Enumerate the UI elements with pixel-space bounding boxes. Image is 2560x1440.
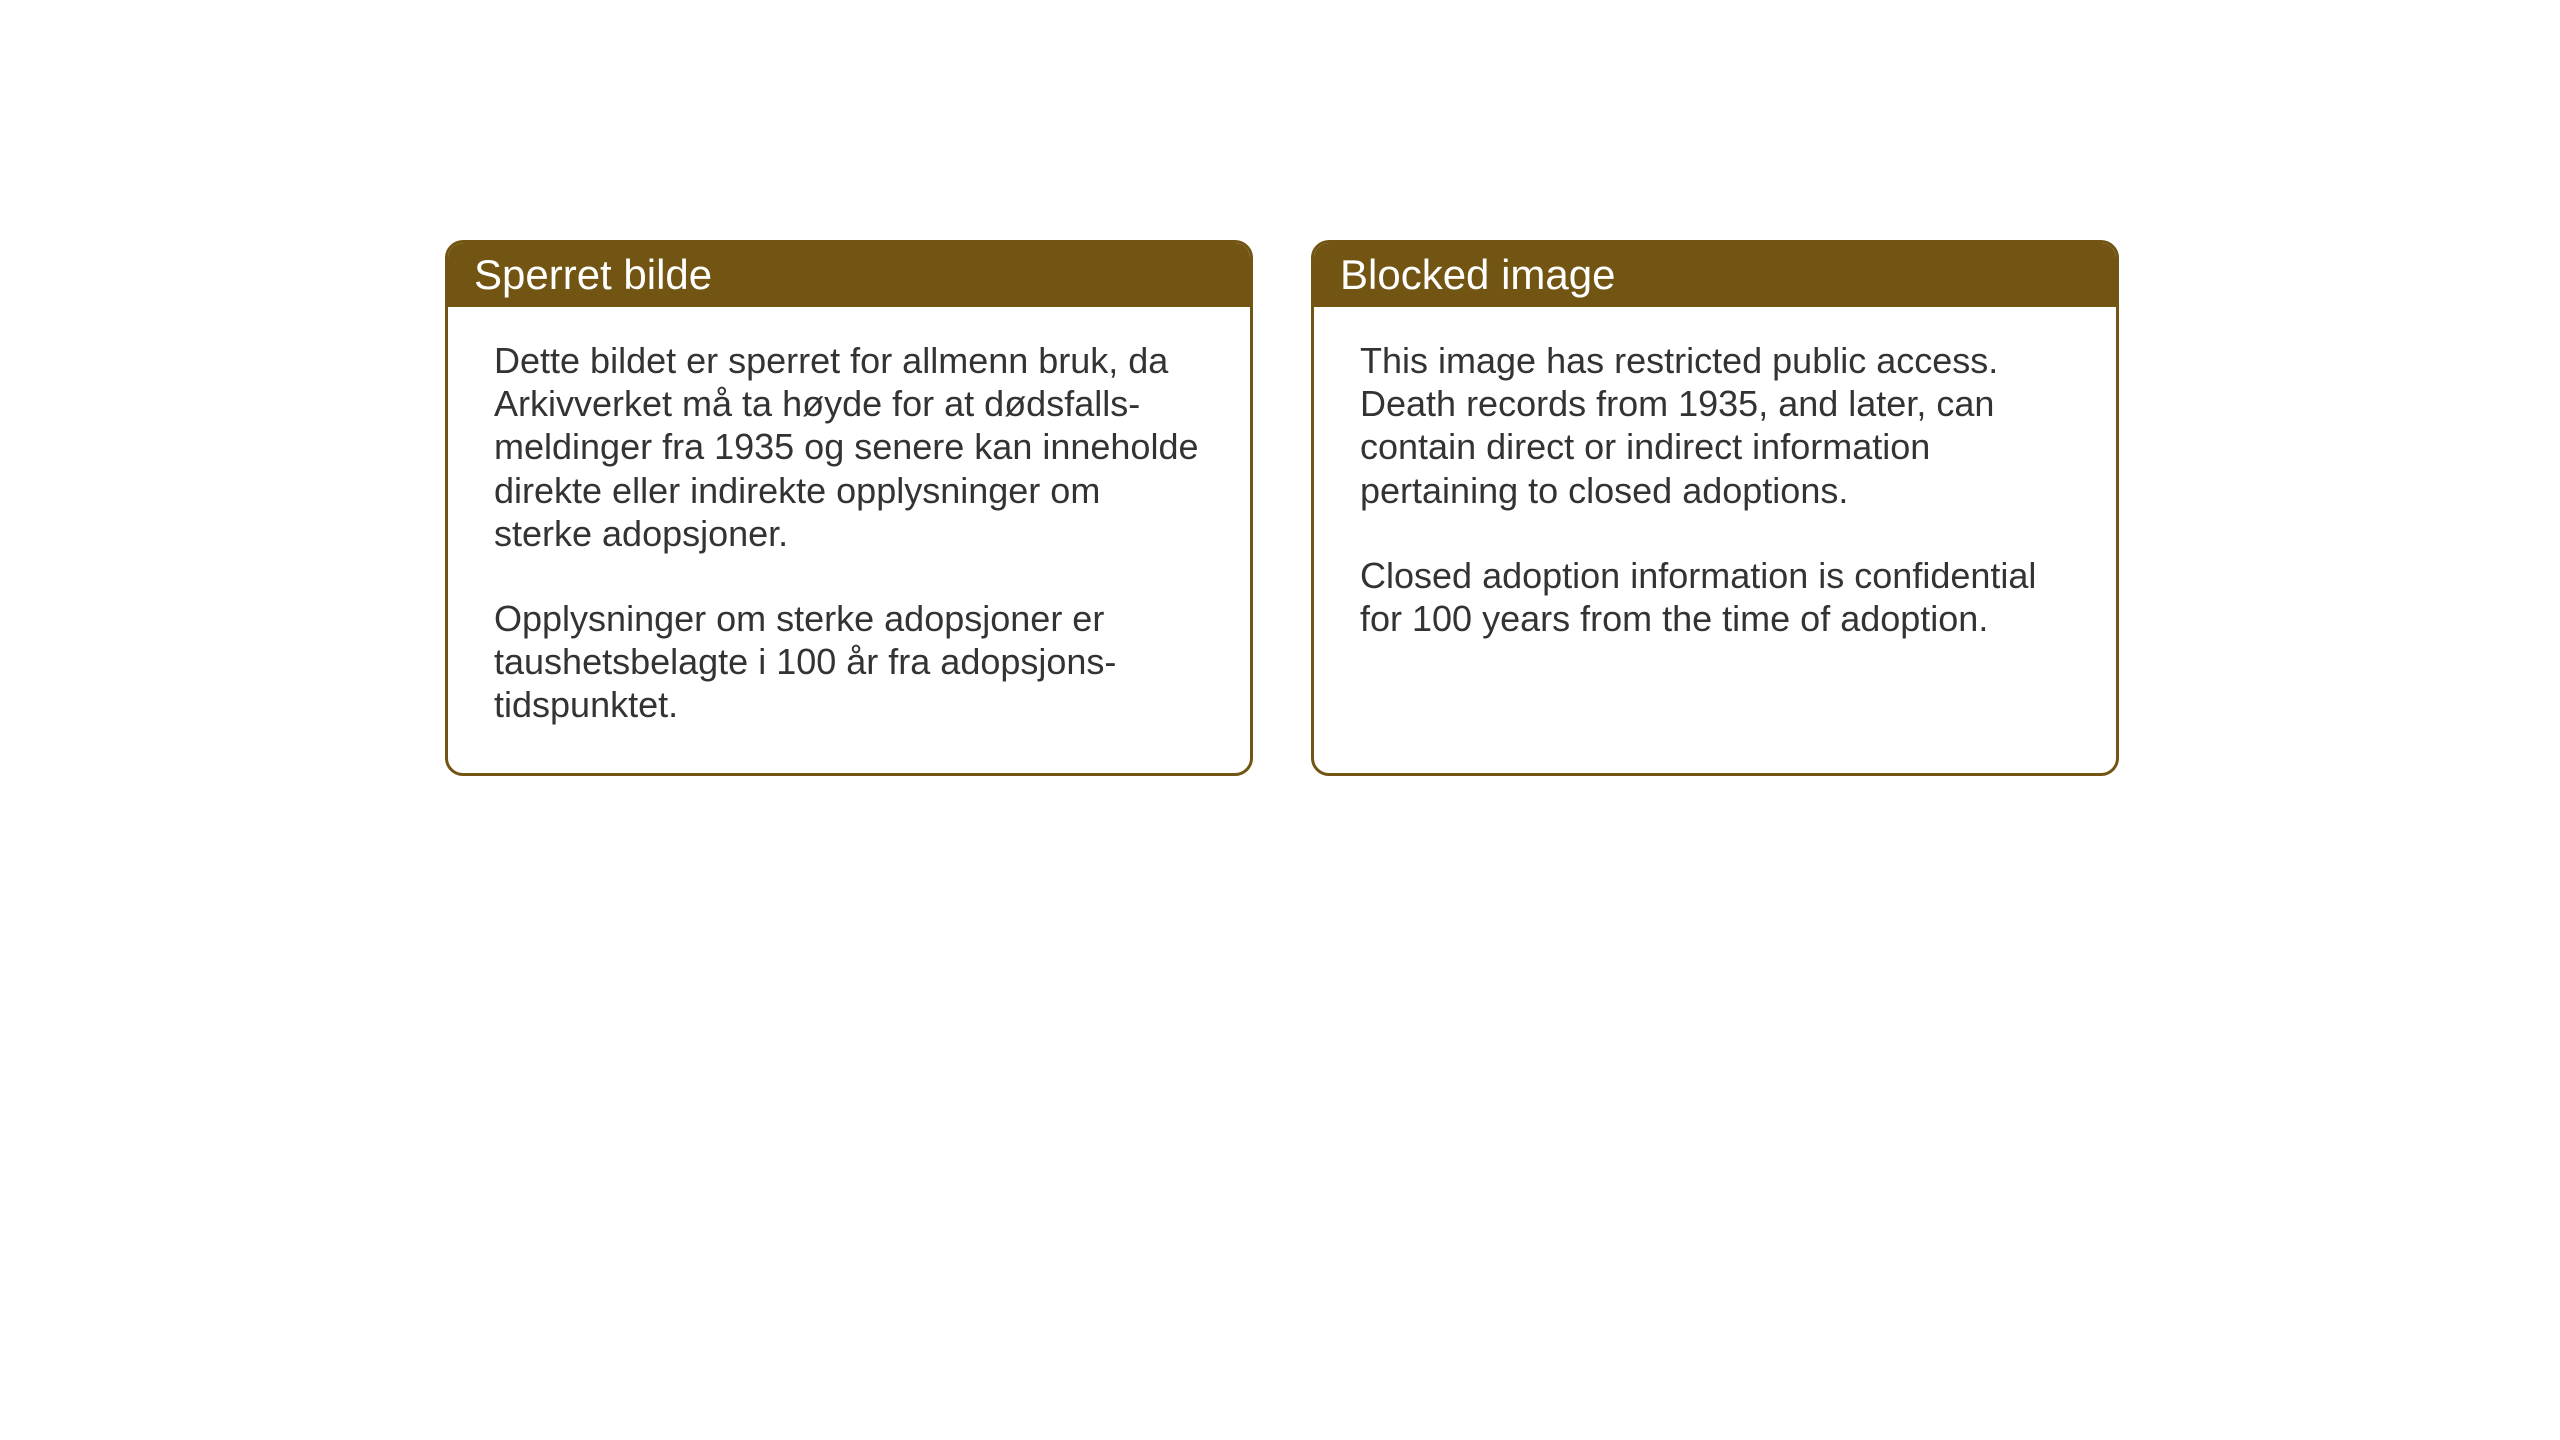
notice-title-norwegian: Sperret bilde	[474, 251, 712, 298]
notice-card-english: Blocked image This image has restricted …	[1311, 240, 2119, 776]
notice-body-english: This image has restricted public access.…	[1314, 307, 2116, 686]
notice-paragraph-1-english: This image has restricted public access.…	[1360, 339, 2070, 512]
notice-paragraph-2-english: Closed adoption information is confident…	[1360, 554, 2070, 640]
notice-header-norwegian: Sperret bilde	[448, 243, 1250, 307]
notice-paragraph-1-norwegian: Dette bildet er sperret for allmenn bruk…	[494, 339, 1204, 555]
notice-header-english: Blocked image	[1314, 243, 2116, 307]
notice-title-english: Blocked image	[1340, 251, 1615, 298]
notice-body-norwegian: Dette bildet er sperret for allmenn bruk…	[448, 307, 1250, 773]
notice-paragraph-2-norwegian: Opplysninger om sterke adopsjoner er tau…	[494, 597, 1204, 727]
notice-container: Sperret bilde Dette bildet er sperret fo…	[445, 240, 2119, 776]
notice-card-norwegian: Sperret bilde Dette bildet er sperret fo…	[445, 240, 1253, 776]
